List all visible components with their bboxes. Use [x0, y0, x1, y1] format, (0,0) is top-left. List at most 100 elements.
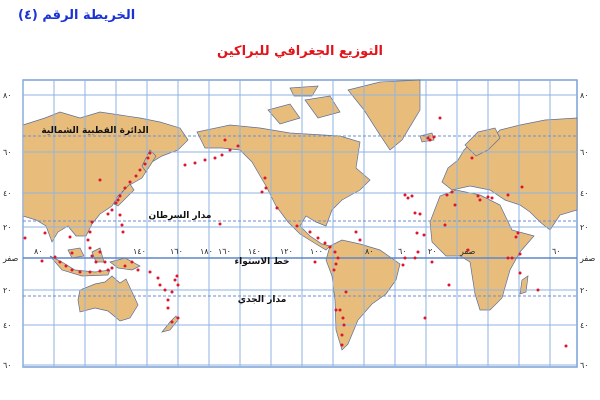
- volcano-dot: [183, 163, 187, 167]
- volcano-dot: [58, 260, 62, 264]
- volcano-dot: [176, 316, 180, 320]
- volcano-dot: [443, 223, 447, 227]
- volcano-dot: [328, 245, 332, 249]
- volcano-dot: [520, 185, 524, 189]
- volcano-dot: [138, 168, 142, 172]
- lat-label: ٤٠: [3, 189, 12, 198]
- volcano-dot: [401, 263, 405, 267]
- volcano-dot: [40, 259, 44, 263]
- volcano-dot: [334, 262, 338, 266]
- volcano-dot: [118, 213, 122, 217]
- volcano-dot: [340, 333, 344, 337]
- volcano-dot: [130, 260, 134, 264]
- volcano-dot: [470, 156, 474, 160]
- lat-label: ٦٠: [580, 361, 589, 370]
- lon-label: ١٦٠: [218, 247, 231, 256]
- volcano-dot: [423, 316, 427, 320]
- volcano-dot: [236, 144, 240, 148]
- volcano-dot: [332, 268, 336, 272]
- volcano-dot: [564, 344, 568, 348]
- volcano-dot: [341, 316, 345, 320]
- volcano-dot: [447, 283, 451, 287]
- lat-label: ٤٠: [580, 321, 589, 330]
- lat-label: ٢٠: [580, 286, 589, 295]
- volcano-dot: [123, 186, 127, 190]
- lon-label: ١٨٠: [200, 247, 213, 256]
- volcano-dot: [98, 178, 102, 182]
- tropic-cancer-label: مدار السرطان: [149, 211, 212, 221]
- north-america: [196, 124, 371, 251]
- volcano-dot: [453, 203, 457, 207]
- volcano-dot: [342, 323, 346, 327]
- volcano-dot: [514, 235, 518, 239]
- volcano-dot: [486, 195, 490, 199]
- volcano-dot: [120, 223, 124, 227]
- volcano-dot: [476, 194, 480, 198]
- volcano-dot: [340, 343, 344, 347]
- volcano-dot: [422, 233, 426, 237]
- volcano-dot: [213, 156, 217, 160]
- lon-label: ٨٠: [365, 247, 374, 256]
- volcano-dot: [428, 138, 432, 142]
- lat-label: صفر: [2, 254, 18, 263]
- volcano-dot: [143, 162, 147, 166]
- volcano-dot: [121, 230, 125, 234]
- lon-label: ١٤٠: [248, 247, 261, 256]
- volcano-dot: [98, 250, 102, 254]
- volcano-dot: [166, 298, 170, 302]
- volcano-dot: [114, 201, 118, 205]
- volcano-dot: [78, 270, 82, 274]
- volcano-dot: [510, 256, 514, 260]
- volcano-dot: [358, 238, 362, 242]
- volcano-dot: [136, 268, 140, 272]
- volcano-dot: [316, 236, 320, 240]
- volcano-dot: [103, 260, 107, 264]
- volcano-dot: [263, 176, 267, 180]
- volcano-dot: [445, 193, 449, 197]
- volcano-dot: [313, 260, 317, 264]
- lon-label: ٨٠: [34, 247, 43, 256]
- volcano-dot: [506, 193, 510, 197]
- scandinavia: [464, 127, 501, 157]
- volcano-dot: [218, 222, 222, 226]
- equator-label: خط الاستواء: [235, 257, 290, 267]
- volcano-dot: [170, 320, 174, 324]
- volcano-dot: [430, 260, 434, 264]
- volcano-dot: [98, 269, 102, 273]
- special-parallels: [23, 135, 577, 297]
- volcano-dot: [308, 230, 312, 234]
- volcano-dot: [43, 231, 47, 235]
- volcano-dot: [118, 194, 122, 198]
- volcano-dot: [90, 254, 94, 258]
- volcano-dot: [516, 231, 520, 235]
- volcano-dot: [106, 268, 110, 272]
- lon-label: ٢٠: [428, 247, 437, 256]
- volcano-dot: [506, 256, 510, 260]
- volcano-dot: [94, 260, 98, 264]
- volcano-dot: [176, 283, 180, 287]
- volcano-dot: [163, 288, 167, 292]
- lon-label: ١٤٠: [133, 247, 146, 256]
- volcano-dot: [116, 198, 120, 202]
- lat-label: ٨٠: [3, 91, 12, 100]
- volcano-dot: [426, 136, 430, 140]
- volcano-dot: [415, 231, 419, 235]
- volcano-dot: [148, 270, 152, 274]
- map-number: الخريطة الرقم (٤): [18, 8, 136, 23]
- lat-label: ٨٠: [580, 91, 589, 100]
- arctic-circle-label: الدائرة القطبية الشمالية: [41, 126, 148, 136]
- lat-label: ٦٠: [3, 361, 12, 370]
- volcano-dot: [338, 308, 342, 312]
- volcano-dot: [418, 212, 422, 216]
- lon-label: ٦٠: [398, 247, 407, 256]
- volcano-dot: [148, 151, 152, 155]
- volcano-dot: [490, 196, 494, 200]
- volcano-dot: [68, 235, 72, 239]
- volcano-dot: [333, 250, 337, 254]
- volcano-dot: [403, 193, 407, 197]
- africa: [429, 189, 535, 311]
- volcano-dot: [228, 148, 232, 152]
- volcano-dot: [450, 190, 454, 194]
- volcano-dot: [518, 271, 522, 275]
- volcano-dot: [410, 194, 414, 198]
